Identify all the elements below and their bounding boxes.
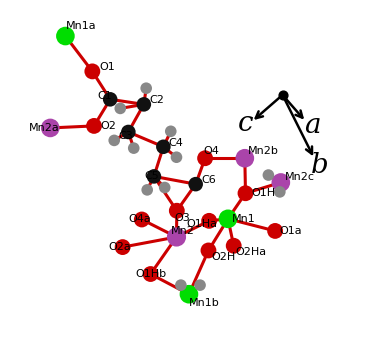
Point (107, 97, 113, 102)
Text: Mn2a: Mn2a (28, 123, 59, 133)
Text: O1a: O1a (279, 226, 302, 236)
Point (277, 189, 283, 195)
Text: C3: C3 (118, 131, 133, 141)
Point (202, 155, 208, 161)
Point (242, 191, 248, 196)
Text: Mn2b: Mn2b (248, 146, 278, 156)
Text: C5: C5 (145, 171, 159, 182)
Point (131, 145, 137, 151)
Point (174, 208, 180, 213)
Point (168, 128, 174, 134)
Point (141, 102, 147, 107)
Text: C6: C6 (201, 175, 216, 185)
Point (111, 138, 117, 143)
Text: O2H: O2H (212, 251, 236, 262)
Point (89, 69, 96, 74)
Text: b: b (311, 152, 328, 179)
Text: Mn1a: Mn1a (66, 21, 96, 31)
Point (272, 228, 278, 234)
Point (147, 271, 154, 277)
Text: Mn2: Mn2 (170, 226, 194, 236)
Point (186, 291, 192, 297)
Text: Mn2c: Mn2c (285, 172, 315, 182)
Point (206, 248, 212, 253)
Point (279, 92, 285, 98)
Point (230, 243, 237, 248)
Point (139, 217, 145, 222)
Point (91, 123, 97, 129)
Point (174, 154, 180, 160)
Point (242, 155, 248, 161)
Point (117, 106, 123, 111)
Text: O1Ha: O1Ha (186, 219, 217, 228)
Point (47, 125, 53, 131)
Text: Mn1: Mn1 (232, 214, 256, 224)
Text: O1H: O1H (251, 188, 275, 198)
Text: Mn1b: Mn1b (189, 298, 220, 308)
Point (161, 185, 168, 190)
Text: C2: C2 (149, 95, 164, 105)
Point (197, 283, 203, 288)
Text: O3: O3 (174, 213, 190, 223)
Point (144, 187, 150, 193)
Point (119, 244, 126, 250)
Text: C1: C1 (98, 91, 112, 101)
Point (193, 182, 199, 187)
Point (160, 144, 167, 149)
Point (125, 129, 131, 135)
Point (206, 218, 212, 223)
Text: O2: O2 (100, 121, 116, 131)
Text: C4: C4 (169, 139, 184, 148)
Point (151, 174, 157, 179)
Point (62, 33, 69, 39)
Point (225, 216, 231, 221)
Text: O4a: O4a (128, 215, 151, 224)
Text: O1: O1 (100, 62, 115, 72)
Point (178, 283, 184, 288)
Point (143, 86, 149, 91)
Text: O2Ha: O2Ha (236, 247, 267, 258)
Point (265, 172, 271, 178)
Point (278, 180, 284, 185)
Text: c: c (238, 110, 253, 137)
Point (174, 234, 180, 240)
Text: a: a (304, 112, 321, 139)
Text: O1Hb: O1Hb (135, 269, 166, 279)
Text: O2a: O2a (108, 242, 131, 252)
Text: O4: O4 (204, 146, 219, 156)
